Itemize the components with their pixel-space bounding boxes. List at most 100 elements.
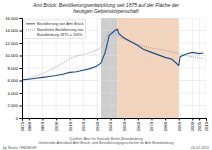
tick-label: 1930 bbox=[95, 121, 100, 131]
tick-mark bbox=[20, 56, 23, 57]
tick-label: 1890 bbox=[40, 121, 45, 131]
legend-box bbox=[24, 20, 86, 39]
tick: 1940 bbox=[108, 118, 113, 131]
grid-line bbox=[22, 118, 206, 119]
series-line bbox=[22, 32, 203, 80]
tick: 10.000 bbox=[5, 53, 22, 58]
tick-mark bbox=[151, 118, 152, 121]
tick: 1890 bbox=[40, 118, 45, 131]
tick: 1970 bbox=[149, 118, 154, 131]
tick-mark bbox=[179, 118, 180, 121]
tick-label: 1900 bbox=[54, 121, 59, 131]
tick: 1980 bbox=[163, 118, 168, 131]
y-axis: 0 2.000 4.000 6.000 8.000 10.000 12.000 14.000 1… bbox=[5, 16, 22, 121]
annotations: Quellen: Amt für Statistik Berlin-Brande… bbox=[3, 137, 209, 150]
tick-mark bbox=[20, 93, 23, 94]
tick-mark bbox=[20, 43, 23, 44]
legend-label: Bevölkerung von Amt Brück bbox=[37, 22, 84, 26]
tick: 6.000 bbox=[8, 78, 22, 83]
annotation: by Natrix / FBZB/GR bbox=[3, 146, 37, 150]
tick-label: 10.000 bbox=[5, 53, 18, 58]
tick-label: 6.000 bbox=[8, 78, 19, 83]
x-axis: 18751880 1890 1900 1910 1920 1930 1940 1950 1960… bbox=[20, 118, 209, 131]
tick: 2000 bbox=[190, 118, 195, 131]
tick-label: 1990 bbox=[177, 121, 182, 131]
tick: 1950 bbox=[122, 118, 127, 131]
tick: 0 bbox=[16, 116, 22, 121]
tick-mark bbox=[20, 81, 23, 82]
tick: 1900 bbox=[54, 118, 59, 131]
tick: 2010 bbox=[204, 118, 209, 131]
tick: 12.000 bbox=[5, 41, 22, 46]
tick-mark bbox=[20, 18, 23, 19]
tick-mark bbox=[165, 118, 166, 121]
tick-mark bbox=[206, 118, 207, 121]
tick-mark bbox=[56, 118, 57, 121]
tick-label: 12.000 bbox=[5, 41, 18, 46]
plot-area bbox=[22, 18, 206, 118]
legend: Bevölkerung von Amt Brück Natürliche Bevö… bbox=[24, 20, 86, 39]
tick-mark bbox=[83, 118, 84, 121]
tick: 1930 bbox=[95, 118, 100, 131]
annotation: 24.02.2011 bbox=[191, 146, 209, 150]
tick-label: 1920 bbox=[81, 121, 86, 131]
tick-label: 2000 bbox=[190, 121, 195, 131]
tick: 1910 bbox=[68, 118, 73, 131]
grid-line bbox=[22, 93, 206, 94]
grid-line bbox=[22, 105, 206, 106]
tick: 1920 bbox=[81, 118, 86, 131]
tick-label: 1980 bbox=[163, 121, 168, 131]
tick-mark bbox=[70, 118, 71, 121]
tick: 4.000 bbox=[8, 91, 22, 96]
tick: 2.000 bbox=[8, 103, 22, 108]
tick-label: 1910 bbox=[68, 121, 73, 131]
tick-mark bbox=[20, 106, 23, 107]
tick-mark bbox=[20, 118, 23, 119]
tick: 14.000 bbox=[5, 28, 22, 33]
tick-label: 2.000 bbox=[8, 103, 19, 108]
annotation: Gemeinde-Amtsblatt Amt Brück; und Bevölk… bbox=[38, 141, 173, 145]
tick-label: 2005 bbox=[197, 121, 202, 131]
tick-mark bbox=[111, 118, 112, 121]
tick: 1960 bbox=[136, 118, 141, 131]
grid-line bbox=[22, 68, 206, 69]
annotation: Quellen: Amt für Statistik Berlin-Brande… bbox=[69, 137, 142, 141]
legend-swatch bbox=[26, 29, 35, 30]
grid-line bbox=[22, 43, 206, 44]
tick-mark bbox=[29, 118, 30, 121]
tick: 1880 bbox=[27, 118, 32, 131]
tick-mark bbox=[42, 118, 43, 121]
tick-label: 14.000 bbox=[5, 28, 18, 33]
tick: 16.000 bbox=[5, 16, 22, 21]
axis-line bbox=[20, 19, 23, 119]
chart: 18751880 1890 1900 1910 1920 1930 1940 1950 1960… bbox=[0, 0, 212, 150]
tick: 8.000 bbox=[8, 66, 22, 71]
legend-label: Natürliche Bevölkerung vonBrandenburg 18… bbox=[37, 28, 83, 37]
tick-label: 8.000 bbox=[8, 66, 19, 71]
tick-mark bbox=[192, 118, 193, 121]
tick-mark bbox=[138, 118, 139, 121]
tick-mark bbox=[199, 118, 200, 121]
tick-label: 0 bbox=[16, 116, 19, 121]
tick-label: 4.000 bbox=[8, 91, 19, 96]
tick: 1990 bbox=[177, 118, 182, 131]
grid bbox=[22, 18, 206, 118]
tick-label: 1960 bbox=[136, 121, 141, 131]
tick-label: 16.000 bbox=[5, 16, 18, 21]
tick-mark bbox=[124, 118, 125, 121]
grid-line bbox=[22, 55, 206, 56]
tick: 2005 bbox=[197, 118, 202, 131]
tick-mark bbox=[20, 68, 23, 69]
tick-label: 2010 bbox=[204, 121, 209, 131]
axis-line bbox=[23, 119, 207, 121]
title: Amt Brück: Bevölkerungsentwicklung seit … bbox=[32, 2, 179, 14]
tick-label: 1875 bbox=[20, 121, 25, 131]
tick-label: 1970 bbox=[149, 121, 154, 131]
tick-mark bbox=[20, 31, 23, 32]
tick: 1875 bbox=[20, 118, 25, 131]
tick-mark bbox=[97, 118, 98, 121]
grid-line bbox=[22, 18, 206, 19]
legend-swatch bbox=[26, 23, 35, 24]
tick-label: 1880 bbox=[27, 121, 32, 131]
grid-line bbox=[22, 80, 206, 81]
